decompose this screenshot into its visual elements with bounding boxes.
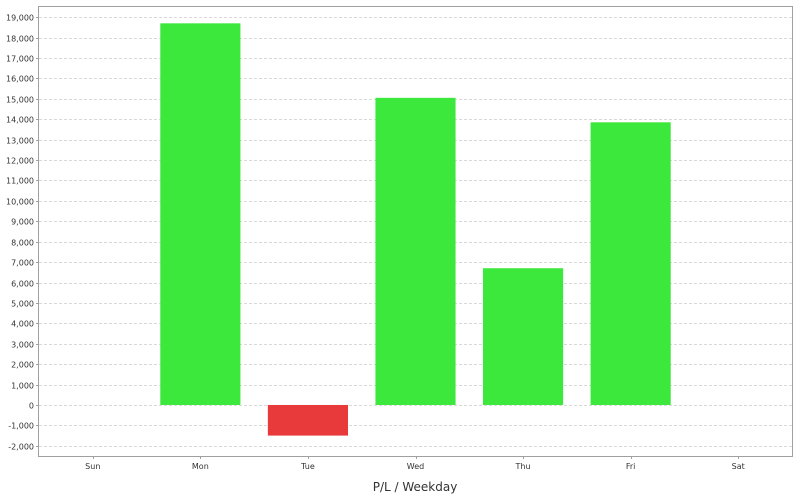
y-tick-label: 3,000 xyxy=(11,341,34,350)
y-tick-label: -1,000 xyxy=(8,422,34,431)
y-axis-ticks: -2,000 -1,000 0 1,000 2,000 3,000 4,000 5,000 6,… xyxy=(6,14,39,452)
y-tick-label: 1,000 xyxy=(11,382,34,391)
y-tick-label: 15,000 xyxy=(6,96,34,105)
y-tick-label: 6,000 xyxy=(11,280,34,289)
bar-thu xyxy=(483,268,564,405)
x-axis-title: P/L / Weekday xyxy=(373,480,458,494)
y-tick-label: 18,000 xyxy=(6,35,34,44)
x-tick-label-thu: Thu xyxy=(515,462,531,471)
y-tick-label: 10,000 xyxy=(6,198,34,207)
y-tick-label: 13,000 xyxy=(6,137,34,146)
x-tick-label-tue: Tue xyxy=(300,462,315,471)
y-tick-label: 0 xyxy=(29,402,34,411)
bar-wed xyxy=(375,97,456,405)
bar-mon xyxy=(160,23,241,405)
x-tick-label-fri: Fri xyxy=(626,462,636,471)
y-tick-label: 16,000 xyxy=(6,75,34,84)
bar-fri xyxy=(590,122,671,405)
y-tick-label: 7,000 xyxy=(11,259,34,268)
y-tick-label: 8,000 xyxy=(11,239,34,248)
x-tick-label-wed: Wed xyxy=(407,462,424,471)
y-tick-label: -2,000 xyxy=(8,443,34,452)
x-tick-label-sat: Sat xyxy=(732,462,745,471)
y-tick-label: 11,000 xyxy=(6,177,34,186)
y-tick-label: 4,000 xyxy=(11,320,34,329)
y-tick-label: 9,000 xyxy=(11,218,34,227)
y-tick-label: 5,000 xyxy=(11,300,34,309)
x-tick-label-mon: Mon xyxy=(192,462,209,471)
bar-tue xyxy=(267,404,348,436)
y-tick-label: 19,000 xyxy=(6,14,34,23)
plot-frame xyxy=(38,6,793,457)
y-tick-label: 2,000 xyxy=(11,361,34,370)
x-tick-label-sun: Sun xyxy=(85,462,100,471)
y-tick-label: 17,000 xyxy=(6,55,34,64)
bars xyxy=(160,23,671,436)
x-axis-ticks: Sun Mon Tue Wed Thu Fri Sat xyxy=(85,456,745,471)
y-tick-label: 12,000 xyxy=(6,157,34,166)
y-tick-label: 14,000 xyxy=(6,116,34,125)
